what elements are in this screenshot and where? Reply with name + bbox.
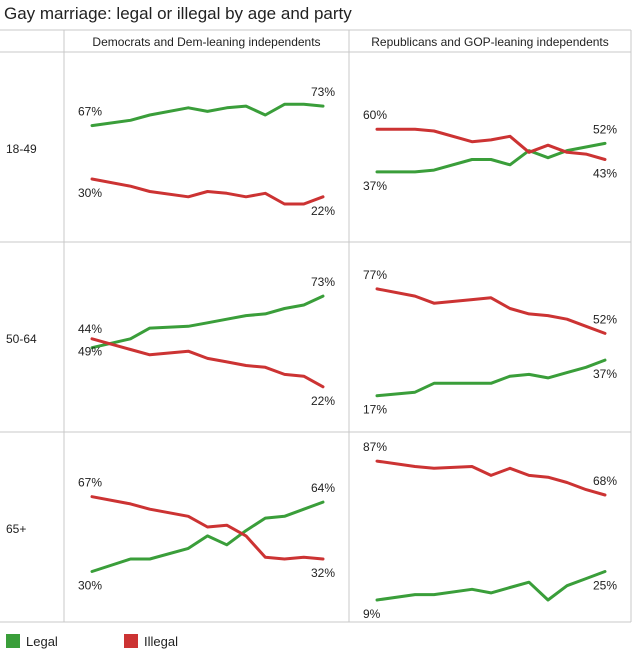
data-label-end-legal: 37% — [593, 367, 617, 381]
series-line-legal — [90, 500, 325, 573]
data-label-end-illegal: 22% — [311, 204, 335, 218]
series-line-legal — [375, 570, 607, 602]
data-label-start-illegal: 44% — [78, 322, 102, 336]
data-label-start-illegal: 30% — [78, 186, 102, 200]
legend-label-illegal: Illegal — [144, 634, 178, 649]
panel-50-64-republicans: 17% 77% 37% 52% — [363, 268, 617, 417]
series-line-illegal — [90, 495, 325, 561]
series-line-legal — [90, 102, 325, 128]
legend-label-legal: Legal — [26, 634, 58, 649]
series-line-illegal — [90, 337, 325, 389]
row-header-18-49: 18-49 — [6, 142, 37, 156]
data-label-start-legal: 9% — [363, 607, 381, 621]
data-label-end-illegal: 43% — [593, 166, 617, 180]
row-header-65: 65+ — [6, 522, 26, 536]
panel-50-64-democrats: 49% 44% 73% 22% — [78, 275, 335, 408]
data-label-end-legal: 25% — [593, 579, 617, 593]
panel-18-49-democrats: 67% 30% 73% 22% — [78, 85, 335, 218]
data-label-end-legal: 73% — [311, 275, 335, 289]
legend-item-legal: Legal — [6, 634, 58, 649]
data-label-end-legal: 73% — [311, 85, 335, 99]
chart-title: Gay marriage: legal or illegal by age an… — [4, 4, 352, 23]
series-line-legal — [90, 294, 325, 350]
series-line-illegal — [375, 287, 607, 335]
data-label-end-legal: 64% — [311, 481, 335, 495]
series-line-legal — [375, 358, 607, 398]
data-label-end-illegal: 22% — [311, 394, 335, 408]
series-line-illegal — [375, 127, 607, 161]
data-label-end-illegal: 68% — [593, 474, 617, 488]
series-line-illegal — [375, 459, 607, 497]
series-line-illegal — [90, 177, 325, 206]
data-label-start-illegal: 77% — [363, 268, 387, 282]
column-header-democrats-and-dem-leaning-independents: Democrats and Dem-leaning independents — [92, 35, 320, 49]
data-label-end-legal: 52% — [593, 122, 617, 136]
data-label-start-illegal: 60% — [363, 108, 387, 122]
column-header-republicans-and-gop-leaning-independents: Republicans and GOP-leaning independents — [371, 35, 609, 49]
legend-swatch-legal — [6, 634, 20, 648]
legend-item-illegal: Illegal — [124, 634, 178, 649]
data-label-end-illegal: 52% — [593, 312, 617, 326]
panel-65-democrats: 30% 67% 64% 32% — [78, 476, 335, 593]
row-header-50-64: 50-64 — [6, 332, 37, 346]
panel-18-49-republicans: 37% 60% 52% 43% — [363, 108, 617, 193]
data-label-start-legal: 67% — [78, 105, 102, 119]
data-label-start-legal: 49% — [78, 345, 102, 359]
panel-65-republicans: 9% 87% 25% 68% — [363, 440, 617, 621]
data-label-start-illegal: 87% — [363, 440, 387, 454]
data-label-start-legal: 17% — [363, 403, 387, 417]
data-label-start-legal: 37% — [363, 179, 387, 193]
legend-swatch-illegal — [124, 634, 138, 648]
series-line-legal — [375, 141, 607, 174]
data-label-end-illegal: 32% — [311, 566, 335, 580]
data-label-start-legal: 30% — [78, 579, 102, 593]
data-label-start-illegal: 67% — [78, 476, 102, 490]
